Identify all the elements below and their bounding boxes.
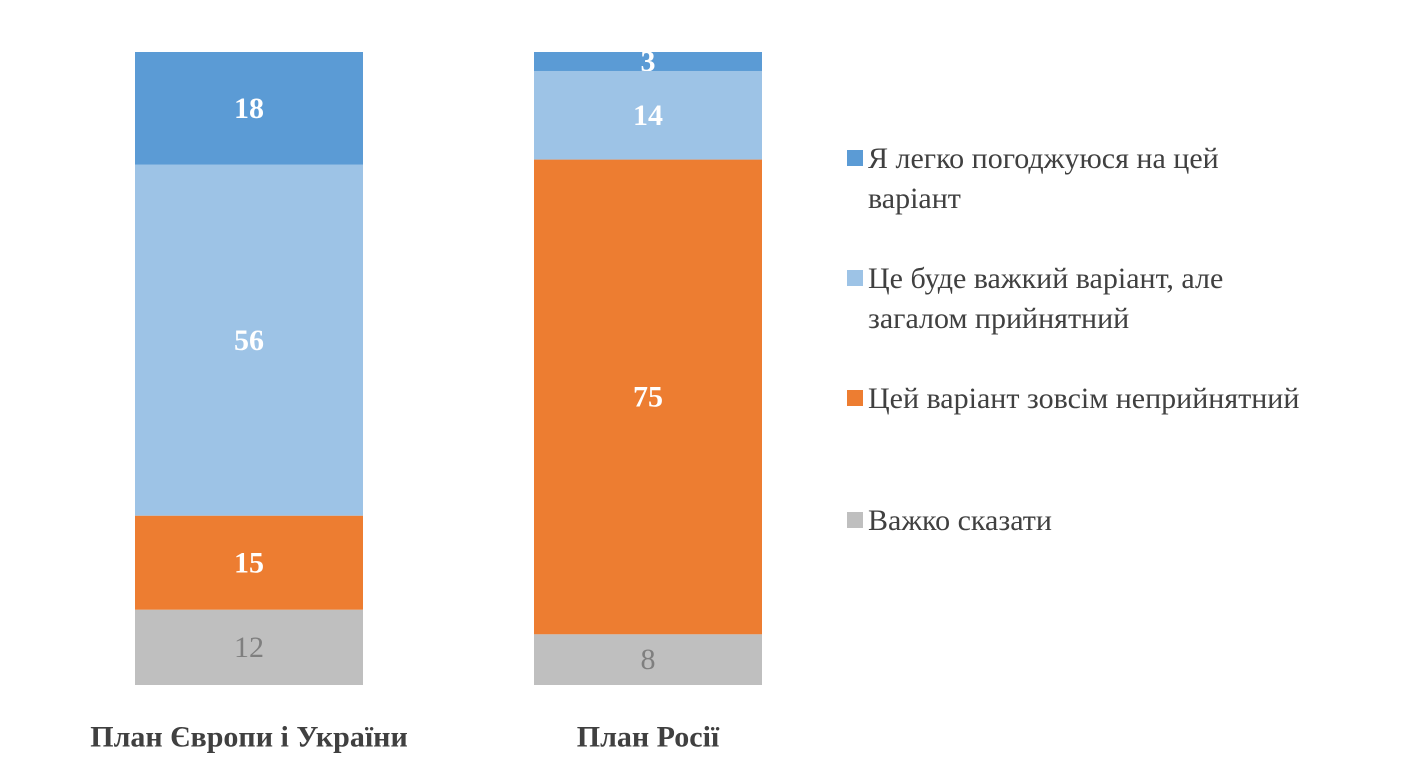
data-label-2-1: 3 <box>641 45 656 78</box>
legend-label-line: варіант <box>868 182 961 215</box>
legend-marker-4 <box>847 512 863 528</box>
bar-segment-1-1 <box>135 52 363 165</box>
bar-segment-2-2 <box>534 70 762 160</box>
data-label-1-1: 18 <box>234 92 264 125</box>
data-label-2-2: 14 <box>633 99 663 132</box>
legend-label-line: Цей варіант зовсім неприйнятний <box>868 382 1299 415</box>
bar-segment-1-4 <box>135 609 363 685</box>
legend-label-1: Я легко погоджуюся на цей варіант <box>868 142 1219 215</box>
legend-label-line: Важко сказати <box>868 504 1052 537</box>
category-labels: План Європи і України План Росії <box>90 721 720 754</box>
category-label-2: План Росії <box>577 721 720 754</box>
data-label-2-4: 8 <box>641 643 656 676</box>
legend-label-4: Важко сказати <box>868 504 1052 537</box>
bar-segment-2-1 <box>534 52 762 71</box>
legend-label-line: Це буде важкий варіант, але <box>868 262 1223 295</box>
data-label-1-3: 15 <box>234 546 264 579</box>
category-label-1: План Європи і України <box>90 721 408 754</box>
legend-marker-2 <box>847 270 863 286</box>
data-label-1-4: 12 <box>234 631 264 664</box>
legend-label-3: Цей варіант зовсім неприйнятний <box>868 382 1299 415</box>
bar-segment-2-4 <box>534 634 762 685</box>
legend-marker-3 <box>847 390 863 406</box>
data-label-2-3: 75 <box>633 380 663 413</box>
bars-group: 18 56 15 12 3 14 75 8 <box>135 45 762 685</box>
data-label-1-2: 56 <box>234 324 264 357</box>
bar-segment-1-3 <box>135 515 363 610</box>
legend-label-line: Я легко погоджуюся на цей <box>868 142 1219 175</box>
bar-segment-2-3 <box>534 159 762 635</box>
legend: Я легко погоджуюся на цей варіант Це буде … <box>847 142 1299 537</box>
bar-segment-1-2 <box>135 164 363 516</box>
legend-label-2: Це буде важкий варіант, але загалом прийн… <box>868 262 1223 335</box>
legend-marker-1 <box>847 150 863 166</box>
legend-label-line: загалом прийнятний <box>868 302 1129 335</box>
